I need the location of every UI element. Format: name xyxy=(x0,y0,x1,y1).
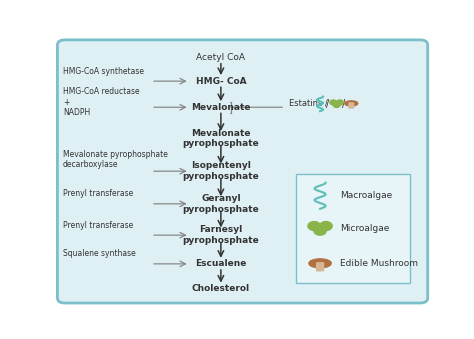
Ellipse shape xyxy=(345,101,358,106)
Text: Macroalgae: Macroalgae xyxy=(340,191,392,200)
Circle shape xyxy=(333,103,340,107)
Circle shape xyxy=(330,100,337,105)
Circle shape xyxy=(319,222,332,231)
FancyBboxPatch shape xyxy=(296,174,410,283)
FancyBboxPatch shape xyxy=(349,103,354,108)
Text: Edible Mushroom: Edible Mushroom xyxy=(340,259,418,268)
Text: Prenyl transferase: Prenyl transferase xyxy=(63,190,133,198)
FancyBboxPatch shape xyxy=(57,40,428,303)
Text: Mevalonate: Mevalonate xyxy=(191,103,251,112)
Ellipse shape xyxy=(309,259,331,268)
Text: Mevalonate
pyrophosphate: Mevalonate pyrophosphate xyxy=(182,129,259,148)
Text: Farnesyl
pyrophosphate: Farnesyl pyrophosphate xyxy=(182,225,259,245)
Text: /: / xyxy=(342,99,346,109)
Text: Microalgae: Microalgae xyxy=(340,224,390,233)
Text: Acetyl CoA: Acetyl CoA xyxy=(196,53,246,62)
Text: HMG-CoA synthetase: HMG-CoA synthetase xyxy=(63,67,144,76)
Text: Prenyl transferase: Prenyl transferase xyxy=(63,221,133,230)
Text: Geranyl
pyrophosphate: Geranyl pyrophosphate xyxy=(182,194,259,214)
Text: HMG-CoA reductase
+
NADPH: HMG-CoA reductase + NADPH xyxy=(63,87,139,117)
Text: Squalene synthase: Squalene synthase xyxy=(63,250,136,258)
Circle shape xyxy=(314,226,326,235)
Text: /: / xyxy=(326,99,329,109)
Text: Mevalonate pyrophosphate
decarboxylase: Mevalonate pyrophosphate decarboxylase xyxy=(63,150,168,169)
Circle shape xyxy=(308,222,320,231)
FancyBboxPatch shape xyxy=(317,263,324,271)
Text: Isopentenyl
pyrophosphate: Isopentenyl pyrophosphate xyxy=(182,161,259,181)
Text: Cholesterol: Cholesterol xyxy=(192,284,250,293)
Circle shape xyxy=(337,100,343,105)
Text: Estatins /: Estatins / xyxy=(289,99,328,108)
Text: Escualene: Escualene xyxy=(195,259,246,268)
Text: HMG- CoA: HMG- CoA xyxy=(196,77,246,86)
